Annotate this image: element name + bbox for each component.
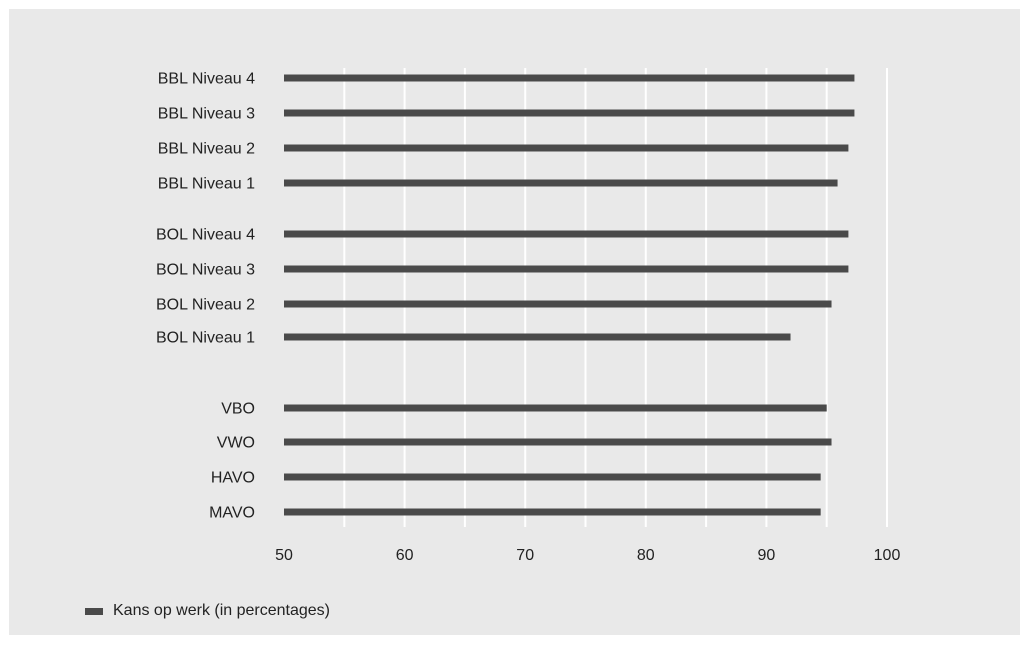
bar — [284, 404, 827, 412]
category-label: BOL Niveau 4 — [156, 227, 255, 244]
category-label: BOL Niveau 1 — [156, 330, 255, 347]
category-label: BOL Niveau 3 — [156, 262, 255, 279]
legend: Kans op werk (in percentages) — [85, 602, 330, 620]
x-tick-label: 90 — [758, 547, 776, 564]
bar — [284, 508, 821, 516]
bar — [284, 144, 849, 152]
category-label: BBL Niveau 2 — [158, 141, 255, 158]
category-label: MAVO — [209, 505, 255, 522]
bar — [284, 333, 791, 341]
x-tick-label: 80 — [637, 547, 655, 564]
category-label: BBL Niveau 3 — [158, 106, 255, 123]
category-label: BBL Niveau 4 — [158, 71, 255, 88]
bar — [284, 179, 838, 187]
legend-swatch — [85, 607, 103, 615]
bar — [284, 300, 832, 308]
bar — [284, 265, 849, 273]
category-label: HAVO — [211, 470, 255, 487]
category-label: VBO — [221, 401, 255, 418]
x-tick-label: 100 — [874, 547, 901, 564]
x-tick-label: 70 — [516, 547, 534, 564]
x-tick-label: 50 — [275, 547, 293, 564]
bar — [284, 74, 855, 82]
legend-label: Kans op werk (in percentages) — [113, 602, 330, 619]
category-label: BOL Niveau 2 — [156, 297, 255, 314]
bar — [284, 438, 832, 446]
category-label: VWO — [217, 435, 255, 452]
bar — [284, 473, 821, 481]
bar — [284, 230, 849, 238]
bar — [284, 109, 855, 117]
category-label: BBL Niveau 1 — [158, 176, 255, 193]
x-tick-label: 60 — [396, 547, 414, 564]
